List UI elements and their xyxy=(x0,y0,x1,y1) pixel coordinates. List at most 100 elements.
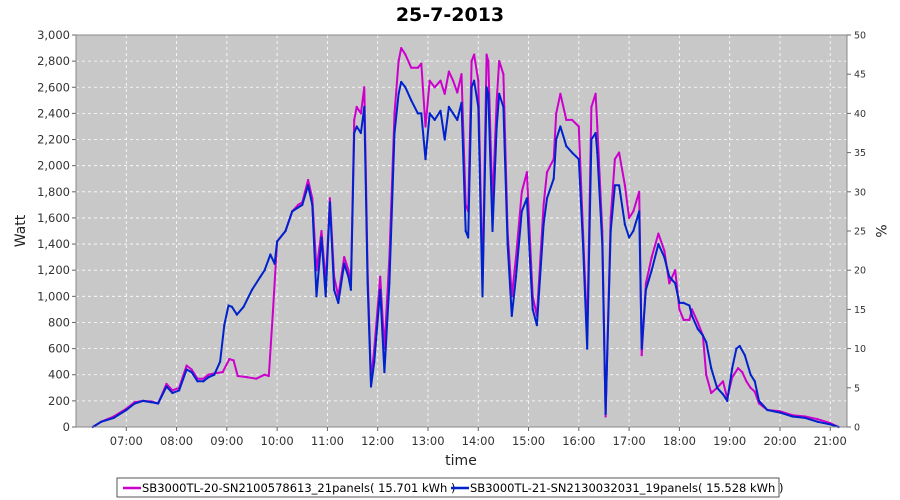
series-1-point xyxy=(555,112,558,115)
series-2-point xyxy=(502,105,505,108)
series-2-point xyxy=(369,385,373,388)
series-2-point xyxy=(452,112,455,115)
series-2-point xyxy=(428,112,431,115)
series-1-point xyxy=(520,190,523,193)
series-2-point xyxy=(460,101,463,104)
x-axis: 07:00 08:00 09:00 10:00 11:00 12:00 13:00 14:00… xyxy=(110,427,847,448)
series-2-point xyxy=(467,236,470,239)
series-1-point xyxy=(674,269,677,272)
legend-label-series-2: SB3000TL-21-SN2130032031_19panels( 15.52… xyxy=(470,481,783,495)
series-2-point xyxy=(276,240,279,243)
series-1-point xyxy=(623,184,627,187)
series-2-point xyxy=(141,399,145,402)
series-1-point xyxy=(236,374,239,378)
series-2-point xyxy=(320,236,323,239)
series-2-point xyxy=(623,223,627,226)
y-axis-label: Watt xyxy=(13,214,29,247)
series-2-point xyxy=(202,380,205,383)
series-2-point xyxy=(477,105,480,108)
series-2-point xyxy=(171,391,174,395)
series-2-point xyxy=(495,125,498,128)
series-2-point xyxy=(366,282,369,285)
series-2-point xyxy=(263,269,266,272)
series-1-point xyxy=(559,92,562,95)
y-axis-right: 0 5 10 15 20 25 30 35 40 45 50 xyxy=(847,31,866,434)
series-1-point xyxy=(428,79,431,82)
series-1-point xyxy=(424,125,427,128)
series-1-point xyxy=(393,112,396,115)
series-2-point xyxy=(571,151,574,154)
series-2-point xyxy=(150,401,153,404)
series-2-point xyxy=(250,288,254,291)
series-1-point xyxy=(456,91,459,94)
series-2-point xyxy=(678,301,681,304)
series-1-point xyxy=(400,47,403,50)
series-2-point xyxy=(223,324,226,327)
series-1-point xyxy=(410,66,413,69)
y-tick-label: 1,800 xyxy=(37,185,70,199)
series-2-point xyxy=(125,408,128,412)
series-2-point xyxy=(688,304,691,307)
series-2-point xyxy=(555,138,558,141)
series-2-point xyxy=(343,262,346,265)
series-2-point xyxy=(291,210,294,213)
series-2-point xyxy=(383,371,386,374)
series-2-point xyxy=(581,243,585,246)
series-2-point xyxy=(604,412,607,415)
series-1-point xyxy=(473,53,476,56)
series-2-point xyxy=(487,92,490,95)
series-1-point xyxy=(355,105,358,108)
series-1-point xyxy=(590,105,593,108)
series-2-point xyxy=(404,86,407,89)
series-2-point xyxy=(397,92,400,95)
series-1-point xyxy=(165,382,168,385)
series-group xyxy=(91,47,840,429)
series-1-point xyxy=(221,371,224,374)
series-2-point xyxy=(100,420,103,423)
series-1-point xyxy=(696,321,699,324)
series-2-point xyxy=(196,380,199,383)
series-2-point xyxy=(284,229,287,233)
series-2-point xyxy=(531,308,534,311)
series-1-point xyxy=(632,210,635,213)
series-1-point xyxy=(565,118,568,121)
series-1-point xyxy=(190,368,193,371)
series-2-point xyxy=(542,223,545,226)
y-tick-label: 2,800 xyxy=(37,54,70,68)
series-1-point xyxy=(232,359,235,362)
series-2-point xyxy=(227,304,230,307)
series-2-point xyxy=(640,347,643,350)
series-2-point xyxy=(355,125,358,128)
series-1-point xyxy=(613,158,617,161)
series-2-point xyxy=(420,112,423,115)
series-1-point xyxy=(644,282,648,285)
series-2-point xyxy=(682,301,685,304)
series-2-point xyxy=(731,367,734,370)
y-tick-label: 800 xyxy=(48,315,70,329)
series-2-point xyxy=(324,295,327,298)
series-2-point xyxy=(388,282,391,285)
y-tick-label: 2,600 xyxy=(37,80,70,94)
y2-tick-label: 10 xyxy=(854,344,866,355)
series-2-point xyxy=(273,262,276,265)
series-1-point xyxy=(710,391,713,395)
y2-tick-label: 45 xyxy=(854,70,866,81)
series-1-point xyxy=(514,256,518,259)
series-1-point xyxy=(267,374,270,378)
y-tick-label: 1,000 xyxy=(37,289,70,303)
series-1-point xyxy=(650,256,653,259)
chart-title: 25-7-2013 xyxy=(396,4,504,26)
series-2-point xyxy=(632,229,635,233)
legend-box xyxy=(116,477,780,498)
series-2-point xyxy=(590,138,593,141)
series-2-point xyxy=(716,386,719,389)
series-2-point xyxy=(447,105,450,108)
series-1-point xyxy=(668,282,671,285)
series-1-point xyxy=(495,99,498,102)
y-tick-label: 1,400 xyxy=(37,237,70,251)
series-2-point xyxy=(498,92,501,95)
series-2-point xyxy=(609,229,612,233)
series-2-point xyxy=(439,109,442,112)
series-2-point xyxy=(185,368,188,371)
y2-tick-label: 30 xyxy=(854,187,866,198)
